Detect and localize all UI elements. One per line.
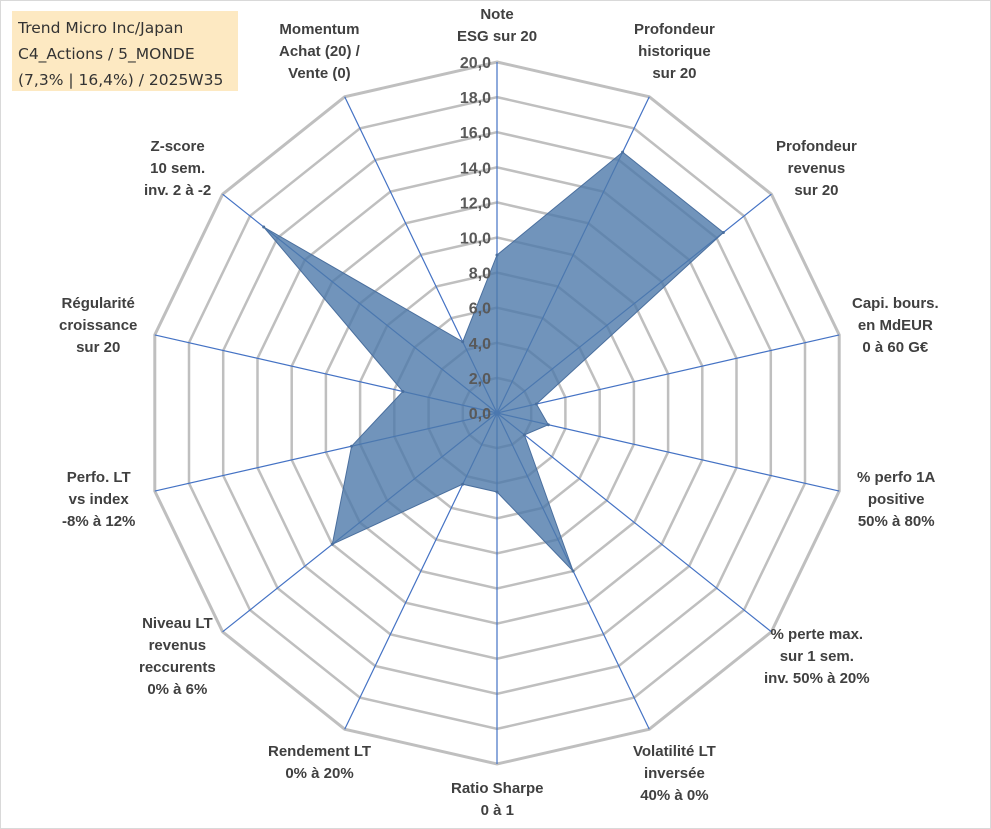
- data-point: [401, 390, 405, 393]
- data-point: [495, 490, 499, 494]
- data-point: [262, 225, 266, 229]
- data-point: [621, 150, 625, 154]
- data-point: [461, 482, 465, 486]
- info-company: Trend Micro Inc/Japan: [18, 19, 184, 37]
- tick-label: 20,0: [460, 55, 491, 72]
- axis-label: Ratio Sharpe 0 à 1: [451, 780, 544, 819]
- data-point: [571, 569, 575, 573]
- tick-label: 8,0: [469, 266, 491, 283]
- series-layer: [262, 150, 725, 573]
- axis-label: Perfo. LT vs index -8% à 12%: [62, 469, 136, 530]
- tick-label: 18,0: [460, 90, 491, 107]
- axis-spoke: [496, 412, 772, 633]
- axis-label: % perte max. sur 1 sem. inv. 50% à 20%: [764, 626, 870, 687]
- data-point: [461, 340, 465, 344]
- data-point: [721, 231, 725, 234]
- axis-spoke: [496, 412, 840, 492]
- axis-label: Profondeur revenus sur 20: [776, 138, 857, 199]
- axis-label: Capi. bours. en MdEUR 0 à 60 G€: [852, 295, 939, 356]
- info-category: C4_Actions / 5_MONDE: [18, 45, 195, 63]
- data-point: [495, 253, 499, 257]
- tick-label: 4,0: [469, 336, 491, 353]
- tick-label: 10,0: [460, 231, 491, 248]
- axis-label: Volatilité LT inversée 40% à 0%: [633, 743, 716, 804]
- info-stats: (7,3% | 16,4%) / 2025W35: [18, 71, 224, 89]
- tick-label: 0,0: [469, 406, 491, 423]
- axis-label: Note ESG sur 20: [457, 6, 538, 45]
- tick-label: 6,0: [469, 301, 491, 318]
- axis-label: Régularité croissance sur 20: [59, 295, 138, 356]
- data-point: [330, 542, 334, 546]
- axis-label: Niveau LT revenus reccurents 0% à 6%: [139, 615, 216, 698]
- tick-label: 2,0: [469, 371, 491, 388]
- axis-label: Z-score 10 sem. inv. 2 à -2: [144, 138, 212, 199]
- axis-label: Rendement LT 0% à 20%: [268, 743, 372, 782]
- axis-label: % perfo 1A positive 50% à 80%: [857, 469, 936, 530]
- axis-label: Profondeur historique sur 20: [634, 21, 715, 82]
- tick-label: 16,0: [460, 125, 491, 142]
- data-point: [350, 444, 354, 448]
- data-point: [534, 402, 538, 406]
- data-point: [546, 423, 550, 427]
- data-point: [522, 433, 526, 437]
- tick-label: 14,0: [460, 160, 491, 177]
- axis-label: Momentum Achat (20) / Vente (0): [279, 21, 360, 82]
- axis-spoke: [496, 334, 840, 414]
- tick-labels: 0,0 2,0 4,0 6,0 8,0 10,0 12,0 14,0 16,0 18,0 20,0: [460, 55, 491, 423]
- tick-label: 12,0: [460, 195, 491, 212]
- info-box: Trend Micro Inc/Japan C4_Actions / 5_MON…: [12, 11, 238, 91]
